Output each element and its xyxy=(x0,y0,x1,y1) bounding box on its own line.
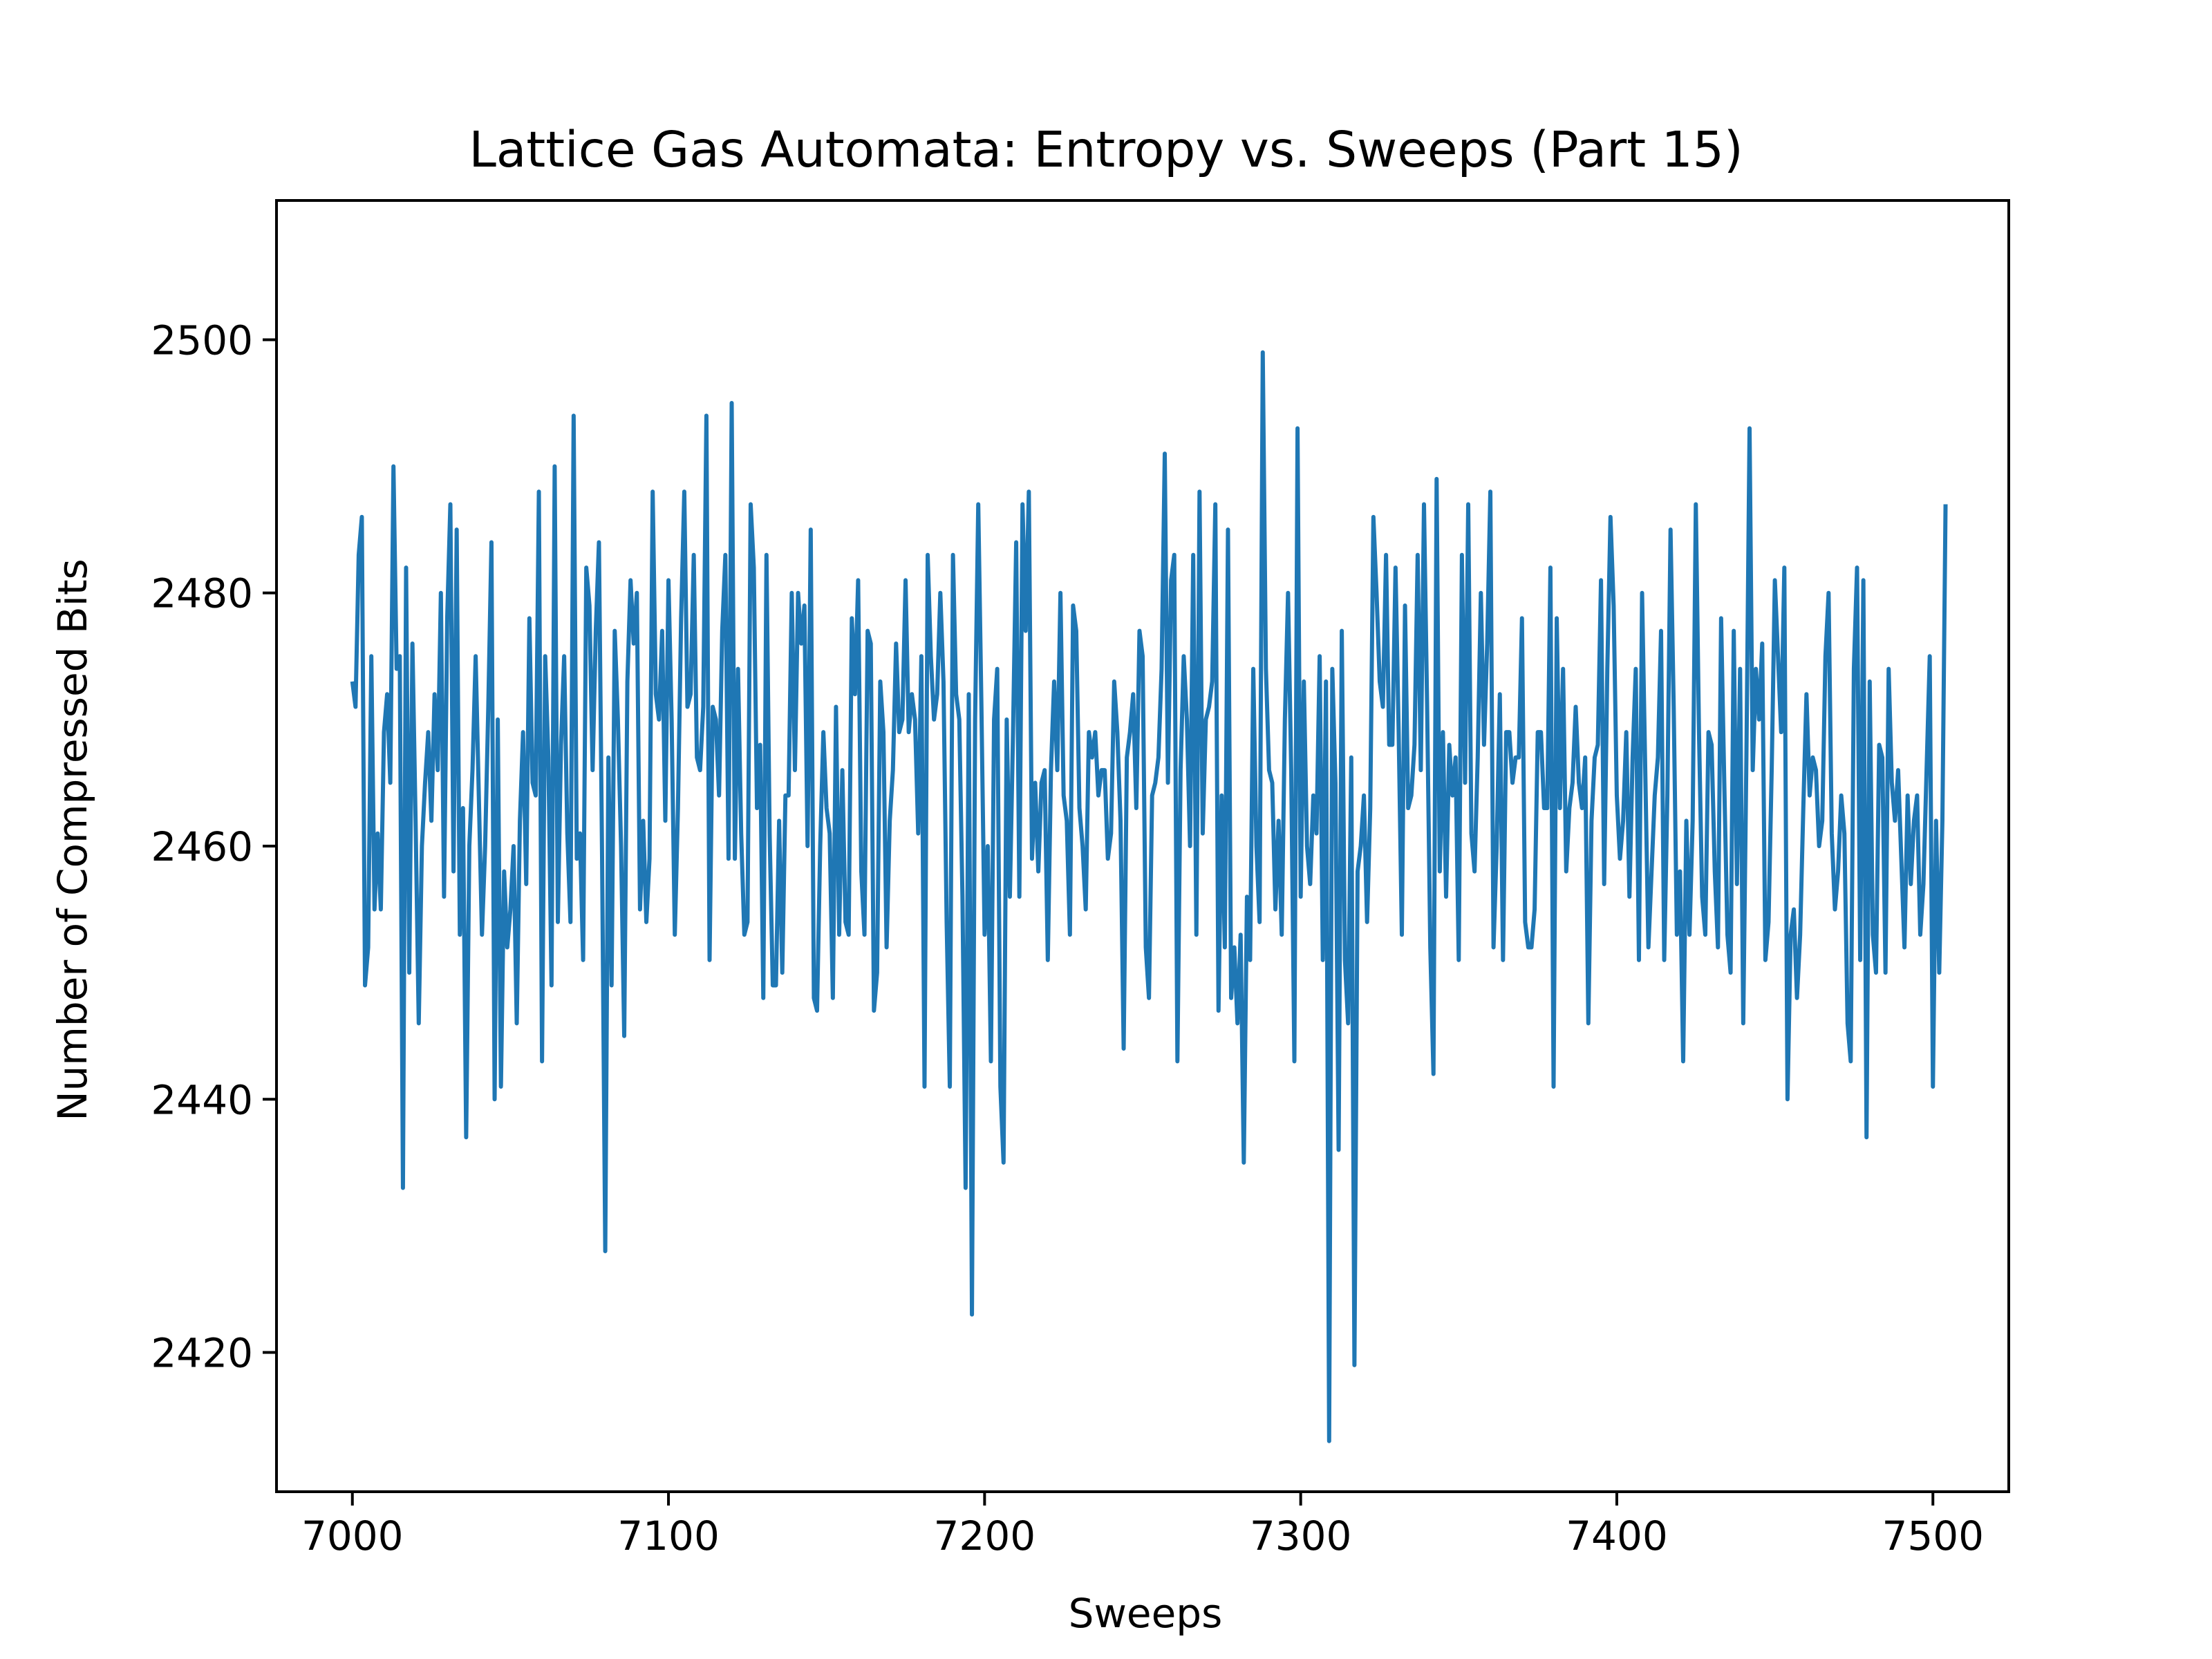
x-tick-label: 7200 xyxy=(934,1512,1036,1559)
y-tick-label: 2480 xyxy=(151,570,253,617)
x-tick-label: 7500 xyxy=(1882,1512,1984,1559)
chart-title: Lattice Gas Automata: Entropy vs. Sweeps… xyxy=(469,121,1743,178)
y-axis: 2420 2440 2460 2480 2500 xyxy=(151,317,276,1377)
x-tick-label: 7000 xyxy=(301,1512,404,1559)
y-tick-label: 2440 xyxy=(151,1076,253,1123)
x-axis: 7000 7100 7200 7300 7400 7500 xyxy=(301,1492,1984,1559)
x-axis-label: Sweeps xyxy=(1069,1590,1223,1637)
plot-area xyxy=(350,350,1948,1443)
x-tick-label: 7300 xyxy=(1250,1512,1352,1559)
x-tick-label: 7100 xyxy=(617,1512,720,1559)
series-line-0 xyxy=(350,350,1948,1443)
y-tick-label: 2500 xyxy=(151,317,253,364)
y-axis-label: Number of Compressed Bits xyxy=(49,559,96,1121)
y-tick-label: 2420 xyxy=(151,1330,253,1377)
y-tick-label: 2460 xyxy=(151,823,253,870)
x-tick-label: 7400 xyxy=(1566,1512,1668,1559)
